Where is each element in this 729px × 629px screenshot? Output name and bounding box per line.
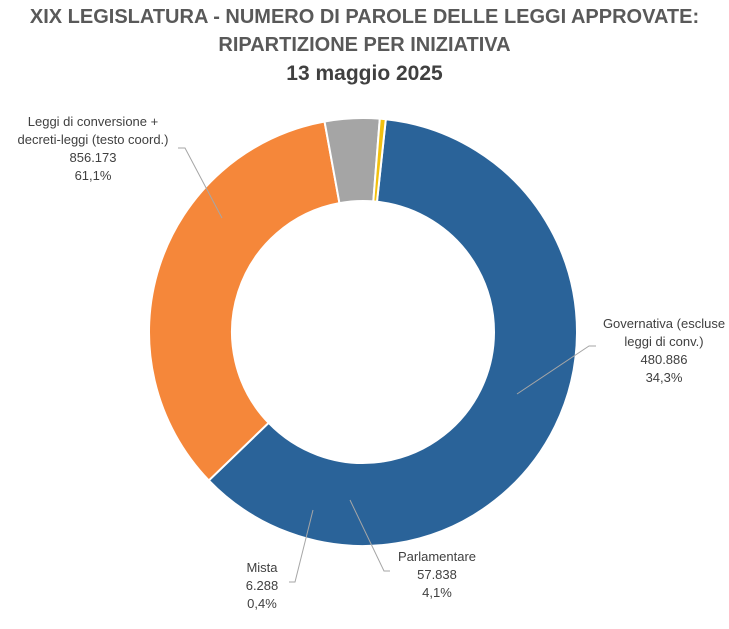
slice-3-percent-label: 0,4% <box>247 596 277 611</box>
slice-1-label-line-1: leggi di conv.) <box>624 334 703 349</box>
leader-line-2 <box>349 499 390 572</box>
chart-title-line-2: RIPARTIZIONE PER INIZIATIVA <box>218 34 511 56</box>
leader-line-3 <box>289 509 314 583</box>
slice-1 <box>148 120 341 482</box>
leader-line-0 <box>178 147 223 219</box>
leader-line-1 <box>516 345 596 395</box>
slice-3-value-label: 6.288 <box>246 578 279 593</box>
slice-0 <box>207 118 578 547</box>
slice-0-percent-label: 61,1% <box>75 168 112 183</box>
slice-2-value-label: 57.838 <box>417 567 457 582</box>
slice-2-percent-label: 4,1% <box>422 585 452 600</box>
slice-1-percent-label: 34,3% <box>646 370 683 385</box>
slice-3-label-line-0: Mista <box>246 560 278 575</box>
slice-0-value-label: 856.173 <box>70 150 117 165</box>
slice-2-label-line-0: Parlamentare <box>398 549 476 564</box>
slice-1-value-label: 480.886 <box>641 352 688 367</box>
chart-title-line-1: XIX LEGISLATURA - NUMERO DI PAROLE DELLE… <box>29 6 700 28</box>
slice-1-label-line-0: Governativa (escluse <box>603 316 725 331</box>
slice-0-label-line-0: Leggi di conversione + <box>28 114 158 129</box>
slice-0-label-line-1: decreti-leggi (testo coord.) <box>17 132 168 147</box>
chart-date: 13 maggio 2025 <box>286 62 443 85</box>
slice-3 <box>372 117 387 203</box>
